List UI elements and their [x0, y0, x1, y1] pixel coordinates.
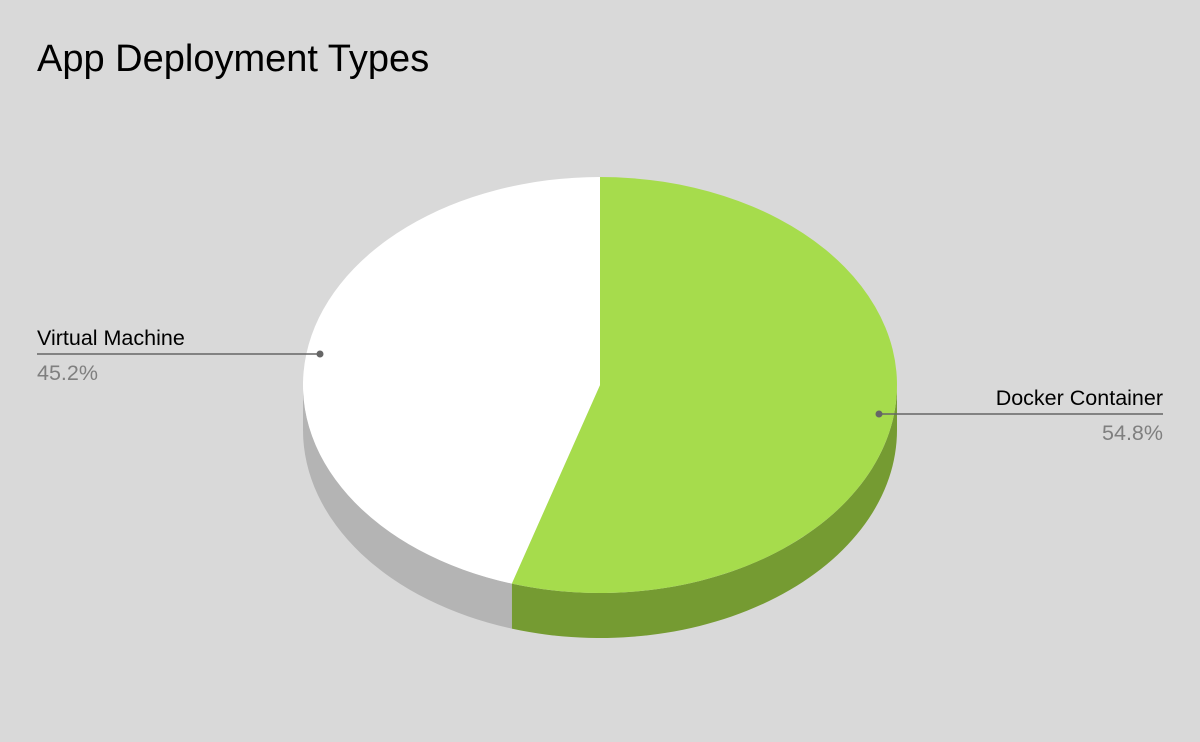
slice-percent-0: 54.8% [1102, 421, 1163, 445]
slice-label-1: Virtual Machine [37, 326, 185, 350]
slice-label-0: Docker Container [996, 386, 1163, 410]
slice-percent-1: 45.2% [37, 361, 98, 385]
leader-dot-0 [875, 410, 883, 418]
chart-title: App Deployment Types [37, 38, 430, 80]
pie-slice-1 [302, 177, 600, 584]
pie-side-0 [511, 385, 897, 638]
pie-slice-0 [511, 177, 897, 593]
pie-side-1 [303, 385, 512, 629]
leader-dot-1 [316, 350, 324, 358]
